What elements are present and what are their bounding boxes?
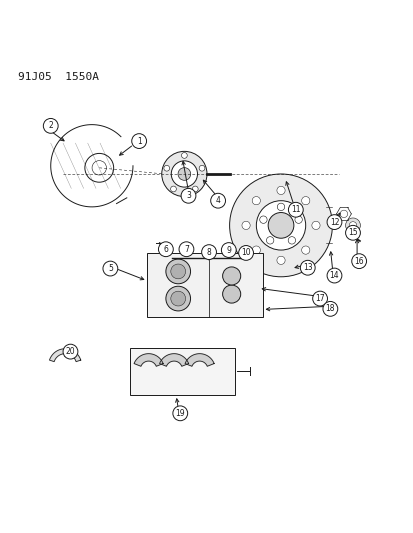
Text: 11: 11 xyxy=(290,205,300,214)
FancyBboxPatch shape xyxy=(147,253,262,317)
Text: 17: 17 xyxy=(315,294,324,303)
Circle shape xyxy=(171,161,197,187)
Circle shape xyxy=(294,216,301,223)
Text: 2: 2 xyxy=(48,122,53,131)
Circle shape xyxy=(256,201,305,250)
Text: 15: 15 xyxy=(347,228,357,237)
Circle shape xyxy=(326,268,341,283)
Circle shape xyxy=(345,218,359,233)
Circle shape xyxy=(326,215,341,230)
Polygon shape xyxy=(50,349,81,361)
Circle shape xyxy=(299,260,314,275)
Circle shape xyxy=(288,203,302,217)
Text: 12: 12 xyxy=(329,217,338,227)
Circle shape xyxy=(171,291,185,306)
Circle shape xyxy=(277,203,284,211)
Text: 19: 19 xyxy=(175,409,185,418)
Text: 4: 4 xyxy=(215,196,220,205)
Circle shape xyxy=(276,187,285,195)
Circle shape xyxy=(221,243,236,257)
Text: 13: 13 xyxy=(302,263,312,272)
Circle shape xyxy=(166,259,190,284)
Circle shape xyxy=(201,245,216,260)
Circle shape xyxy=(301,246,309,254)
Circle shape xyxy=(312,291,327,306)
FancyBboxPatch shape xyxy=(130,348,234,395)
Text: 8: 8 xyxy=(206,248,211,256)
Text: 14: 14 xyxy=(329,271,339,280)
Circle shape xyxy=(171,264,185,279)
Circle shape xyxy=(349,222,356,229)
Circle shape xyxy=(268,213,293,238)
Text: 9: 9 xyxy=(226,246,231,255)
Circle shape xyxy=(301,197,309,205)
Circle shape xyxy=(164,165,169,171)
Text: 18: 18 xyxy=(325,304,334,313)
Circle shape xyxy=(252,197,260,205)
Circle shape xyxy=(222,267,240,285)
Circle shape xyxy=(166,286,190,311)
Circle shape xyxy=(192,186,198,192)
Circle shape xyxy=(199,165,204,171)
Circle shape xyxy=(229,174,332,277)
Circle shape xyxy=(276,256,285,264)
Circle shape xyxy=(43,118,58,133)
Circle shape xyxy=(241,221,249,230)
Circle shape xyxy=(178,242,193,256)
Text: 91J05  1550A: 91J05 1550A xyxy=(18,72,99,83)
Text: 10: 10 xyxy=(241,248,250,257)
Text: 5: 5 xyxy=(108,264,112,273)
Circle shape xyxy=(103,261,117,276)
Circle shape xyxy=(158,242,173,256)
Circle shape xyxy=(238,246,253,260)
Text: 1: 1 xyxy=(136,136,141,146)
Circle shape xyxy=(170,186,176,192)
Circle shape xyxy=(287,237,295,244)
Circle shape xyxy=(345,225,359,240)
Circle shape xyxy=(351,254,366,269)
Circle shape xyxy=(252,246,260,254)
Text: 3: 3 xyxy=(185,191,190,200)
Circle shape xyxy=(63,344,78,359)
Circle shape xyxy=(181,152,187,158)
Circle shape xyxy=(210,193,225,208)
Polygon shape xyxy=(159,354,188,366)
Text: 16: 16 xyxy=(354,257,363,265)
Circle shape xyxy=(161,151,206,197)
Text: 20: 20 xyxy=(66,347,75,356)
Circle shape xyxy=(222,285,240,303)
Circle shape xyxy=(131,134,146,149)
Circle shape xyxy=(180,188,195,203)
Text: 7: 7 xyxy=(183,245,188,254)
Circle shape xyxy=(322,302,337,316)
Polygon shape xyxy=(134,354,163,366)
Circle shape xyxy=(178,168,190,180)
Polygon shape xyxy=(185,354,214,366)
Circle shape xyxy=(266,237,273,244)
Circle shape xyxy=(173,406,187,421)
Circle shape xyxy=(259,216,266,223)
Text: 6: 6 xyxy=(163,245,168,254)
Circle shape xyxy=(311,221,319,230)
